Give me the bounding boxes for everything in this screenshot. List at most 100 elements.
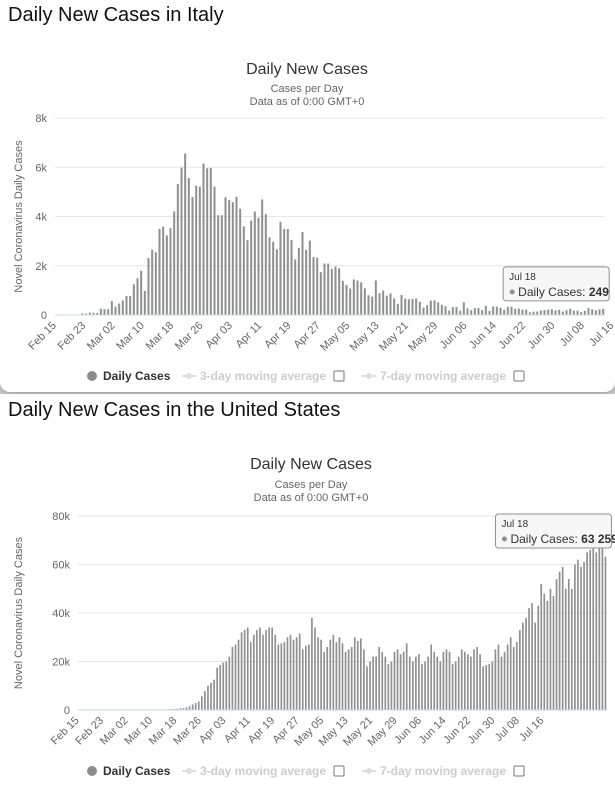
bar[interactable] <box>374 280 377 315</box>
bar[interactable] <box>445 649 448 711</box>
bar[interactable] <box>329 639 332 710</box>
bar[interactable] <box>158 228 161 315</box>
bar[interactable] <box>515 642 518 710</box>
bar[interactable] <box>360 638 362 710</box>
bar[interactable] <box>427 656 429 710</box>
bar[interactable] <box>494 649 497 711</box>
bar[interactable] <box>225 661 228 711</box>
bar[interactable] <box>457 656 460 710</box>
bar[interactable] <box>540 583 543 710</box>
bar[interactable] <box>519 629 521 710</box>
legend-checkbox[interactable] <box>513 765 525 777</box>
bar[interactable] <box>534 622 536 710</box>
bar[interactable] <box>352 279 355 315</box>
bar[interactable] <box>580 312 583 315</box>
bar[interactable] <box>350 646 353 710</box>
bar[interactable] <box>455 307 458 315</box>
bar[interactable] <box>297 247 300 315</box>
bar[interactable] <box>499 307 502 315</box>
bar[interactable] <box>506 306 509 315</box>
bar[interactable] <box>491 661 494 711</box>
bar[interactable] <box>341 280 344 315</box>
bar[interactable] <box>347 649 350 711</box>
bar[interactable] <box>366 666 368 710</box>
bar[interactable] <box>286 229 289 315</box>
legend-item-7day-avg[interactable]: 7-day moving average <box>362 764 525 778</box>
bar[interactable] <box>327 263 330 315</box>
bar[interactable] <box>459 310 462 315</box>
bar[interactable] <box>301 232 304 315</box>
legend-checkbox[interactable] <box>333 370 345 382</box>
bar[interactable] <box>338 637 341 710</box>
bar[interactable] <box>485 665 488 710</box>
bar[interactable] <box>402 651 405 710</box>
bar[interactable] <box>552 596 555 710</box>
bar[interactable] <box>195 185 198 315</box>
bar[interactable] <box>294 259 297 315</box>
bar[interactable] <box>217 215 220 315</box>
bar[interactable] <box>173 708 176 710</box>
bar[interactable] <box>356 640 359 710</box>
bar[interactable] <box>592 547 595 710</box>
bar[interactable] <box>289 634 292 710</box>
bar[interactable] <box>525 309 528 315</box>
bar[interactable] <box>531 603 533 710</box>
bar[interactable] <box>369 661 371 711</box>
bar[interactable] <box>503 651 506 710</box>
bar[interactable] <box>378 646 381 710</box>
bar[interactable] <box>415 298 418 315</box>
bar[interactable] <box>433 651 436 710</box>
bar[interactable] <box>424 661 426 711</box>
bar[interactable] <box>114 306 117 315</box>
bar[interactable] <box>454 661 457 711</box>
bar[interactable] <box>165 235 168 315</box>
bar[interactable] <box>154 252 157 315</box>
bar[interactable] <box>549 588 552 710</box>
bar[interactable] <box>341 643 344 710</box>
bar[interactable] <box>477 308 480 315</box>
bar[interactable] <box>323 651 325 710</box>
bar[interactable] <box>169 228 172 315</box>
bar[interactable] <box>280 643 283 710</box>
bar[interactable] <box>426 305 429 315</box>
legend-item-daily-cases[interactable]: Daily Cases <box>87 369 171 383</box>
bar[interactable] <box>272 241 275 315</box>
bar[interactable] <box>353 637 356 710</box>
bar[interactable] <box>371 296 374 315</box>
bar[interactable] <box>209 167 212 315</box>
bar[interactable] <box>257 217 260 315</box>
bar[interactable] <box>259 627 261 710</box>
bar[interactable] <box>500 656 503 710</box>
bar[interactable] <box>497 644 500 710</box>
bar[interactable] <box>231 646 234 710</box>
bar[interactable] <box>484 305 487 315</box>
bar[interactable] <box>473 649 475 711</box>
bar[interactable] <box>604 556 607 710</box>
bar[interactable] <box>555 579 558 710</box>
bar[interactable] <box>283 642 286 710</box>
bar[interactable] <box>509 637 512 710</box>
bar[interactable] <box>589 549 592 710</box>
bar[interactable] <box>187 178 190 315</box>
bar[interactable] <box>338 268 341 315</box>
bar[interactable] <box>173 211 176 315</box>
bar[interactable] <box>601 535 604 710</box>
bar[interactable] <box>206 168 209 315</box>
bar[interactable] <box>298 633 301 710</box>
bar[interactable] <box>162 226 165 315</box>
bar[interactable] <box>463 651 466 710</box>
bar[interactable] <box>323 263 326 315</box>
bar[interactable] <box>204 691 206 710</box>
bar[interactable] <box>415 656 417 710</box>
bar[interactable] <box>265 629 267 710</box>
bar[interactable] <box>567 579 570 710</box>
bar[interactable] <box>470 310 473 315</box>
bar[interactable] <box>546 600 549 711</box>
bar[interactable] <box>314 627 316 710</box>
bar[interactable] <box>110 301 113 315</box>
bar[interactable] <box>228 200 231 315</box>
legend-item-3day-avg[interactable]: 3-day moving average <box>182 369 345 383</box>
bar[interactable] <box>335 642 338 710</box>
